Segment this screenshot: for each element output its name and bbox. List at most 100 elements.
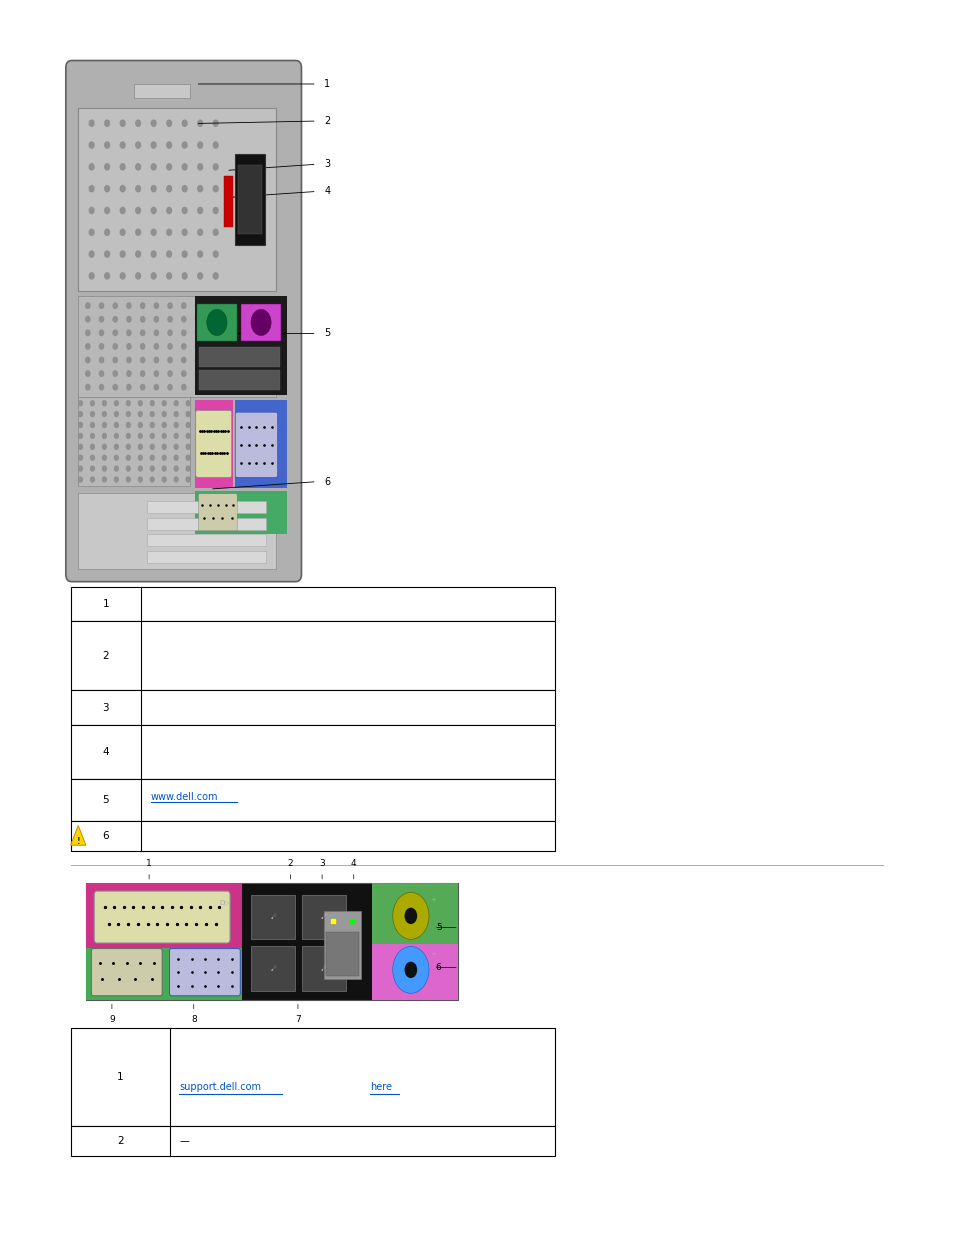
Text: ☄: ☄	[320, 914, 326, 920]
FancyBboxPatch shape	[198, 494, 237, 531]
Bar	[78, 109, 275, 290]
Circle shape	[102, 445, 106, 450]
Bar	[86, 883, 457, 1000]
Circle shape	[154, 370, 158, 377]
Circle shape	[138, 445, 142, 450]
Circle shape	[213, 273, 218, 279]
Circle shape	[195, 370, 199, 377]
Circle shape	[168, 303, 172, 309]
Text: 4: 4	[103, 747, 109, 757]
FancyBboxPatch shape	[195, 410, 232, 478]
Circle shape	[135, 164, 140, 170]
Circle shape	[393, 946, 429, 993]
Circle shape	[113, 370, 117, 377]
Bar	[237, 165, 262, 235]
Bar	[71, 621, 555, 690]
Circle shape	[182, 230, 187, 236]
Circle shape	[236, 357, 240, 363]
Circle shape	[404, 962, 416, 978]
Bar	[194, 400, 233, 488]
Circle shape	[102, 422, 106, 427]
Circle shape	[250, 370, 254, 377]
Text: 2: 2	[324, 116, 331, 126]
Circle shape	[195, 384, 199, 390]
Circle shape	[162, 456, 166, 461]
Circle shape	[99, 357, 104, 363]
Circle shape	[78, 422, 82, 427]
Circle shape	[250, 384, 254, 390]
Bar	[147, 535, 266, 546]
Text: support.dell.com: support.dell.com	[179, 1082, 261, 1092]
Text: 2: 2	[117, 1136, 123, 1146]
Bar	[372, 883, 457, 1000]
Circle shape	[78, 466, 82, 471]
Circle shape	[102, 411, 106, 416]
Polygon shape	[71, 825, 86, 845]
Circle shape	[114, 422, 118, 427]
Circle shape	[114, 456, 118, 461]
Circle shape	[182, 273, 187, 279]
Circle shape	[91, 456, 94, 461]
Circle shape	[167, 273, 172, 279]
Circle shape	[167, 230, 172, 236]
Circle shape	[264, 343, 268, 350]
Circle shape	[105, 142, 110, 148]
Bar	[194, 490, 287, 534]
Text: ☄: ☄	[320, 966, 326, 972]
Circle shape	[154, 384, 158, 390]
Bar	[86, 883, 242, 947]
Text: 9: 9	[109, 1015, 114, 1024]
Circle shape	[209, 316, 213, 322]
Circle shape	[236, 303, 240, 309]
Bar	[199, 369, 280, 389]
Text: 5: 5	[103, 795, 109, 805]
Bar	[71, 1028, 555, 1126]
Text: 5: 5	[324, 329, 331, 338]
Circle shape	[195, 330, 199, 336]
Circle shape	[251, 309, 271, 336]
Circle shape	[140, 303, 145, 309]
Circle shape	[213, 207, 218, 214]
Circle shape	[78, 433, 82, 438]
Circle shape	[182, 207, 187, 214]
Circle shape	[102, 466, 106, 471]
Circle shape	[167, 120, 172, 126]
Text: 6: 6	[436, 963, 441, 972]
Circle shape	[91, 400, 94, 406]
Circle shape	[90, 207, 94, 214]
Circle shape	[168, 370, 172, 377]
Circle shape	[250, 330, 254, 336]
Circle shape	[91, 445, 94, 450]
Circle shape	[264, 384, 268, 390]
Circle shape	[168, 343, 172, 350]
Circle shape	[151, 422, 154, 427]
Circle shape	[151, 411, 154, 416]
Circle shape	[86, 384, 90, 390]
Circle shape	[90, 142, 94, 148]
Circle shape	[140, 357, 145, 363]
Circle shape	[151, 400, 154, 406]
Text: 1: 1	[103, 599, 109, 609]
Circle shape	[264, 330, 268, 336]
Circle shape	[102, 477, 106, 482]
Circle shape	[186, 445, 190, 450]
Circle shape	[213, 120, 218, 126]
Bar	[240, 304, 281, 341]
Circle shape	[127, 422, 131, 427]
Circle shape	[127, 330, 131, 336]
Circle shape	[78, 445, 82, 450]
Circle shape	[186, 411, 190, 416]
Circle shape	[105, 185, 110, 191]
Circle shape	[162, 433, 166, 438]
Circle shape	[113, 316, 117, 322]
Circle shape	[152, 251, 156, 257]
Text: ☄: ☄	[270, 966, 276, 972]
FancyBboxPatch shape	[170, 948, 240, 995]
Circle shape	[174, 433, 178, 438]
Circle shape	[182, 164, 187, 170]
Bar	[71, 1126, 555, 1156]
Circle shape	[223, 330, 227, 336]
Circle shape	[127, 343, 131, 350]
Circle shape	[186, 422, 190, 427]
Circle shape	[86, 303, 90, 309]
